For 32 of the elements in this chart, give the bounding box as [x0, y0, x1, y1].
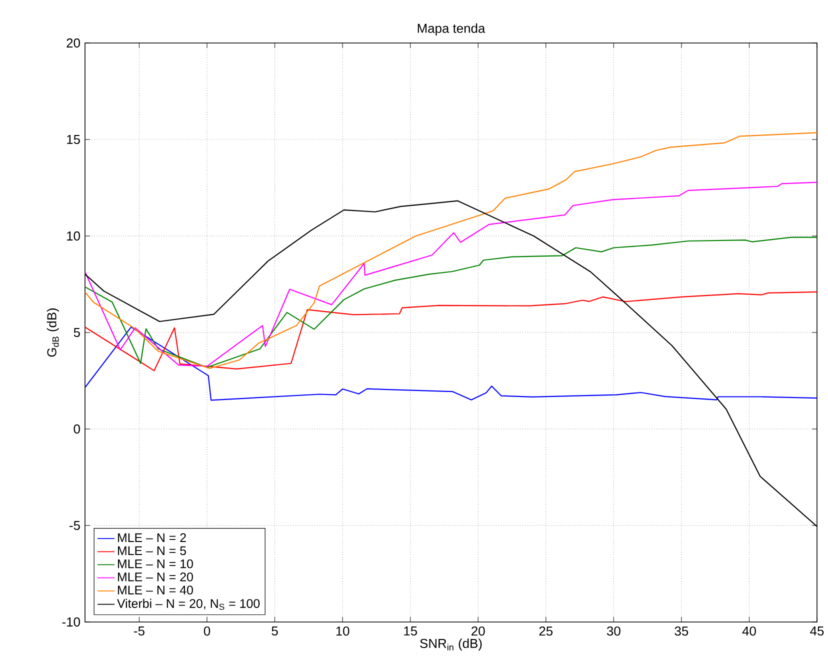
y-tick-label: -5 [70, 520, 80, 530]
x-tick-label: 20 [472, 626, 485, 636]
legend-label: MLE – N = 20 [118, 572, 193, 582]
x-tick-label: 0 [204, 626, 210, 636]
x-tick-label: 10 [336, 626, 350, 636]
x-tick-label: 5 [272, 626, 278, 636]
y-axis-title: G$_{dB}$ (dB) [46, 308, 59, 357]
x-tick-label: 45 [810, 626, 824, 636]
line-series [85, 326, 818, 401]
chart-title: Mapa tenda [418, 23, 486, 36]
y-tick-label: 15 [67, 134, 80, 144]
y-tick-label: 20 [66, 38, 80, 48]
x-tick-label: 15 [404, 626, 417, 636]
legend-label: MLE – N = 40 [118, 586, 193, 594]
legend-label: MLE – N = 5 [118, 546, 186, 556]
y-tick-label: -10 [62, 617, 80, 627]
x-tick-label: -5 [134, 626, 144, 636]
x-tick-label: 40 [742, 626, 756, 636]
legend-label: MLE – N = 2 [118, 533, 186, 542]
line-series [85, 132, 818, 369]
line-series [85, 291, 818, 372]
y-tick-label: 5 [74, 328, 80, 337]
y-tick-label: 10 [67, 231, 80, 241]
x-tick-label: 25 [539, 626, 553, 636]
legend-label: MLE – N = 10 [118, 559, 193, 568]
x-tick-label: 35 [674, 626, 688, 636]
x-axis-title: SNR$_{in}$ (dB) [420, 638, 482, 651]
line-series [85, 182, 818, 367]
y-tick-label: 0 [74, 424, 80, 434]
x-tick-label: 30 [606, 626, 620, 636]
legend-label: Viterbi – N = 20, N$_{S}$ = 100 [117, 598, 260, 610]
line-series [85, 236, 818, 368]
